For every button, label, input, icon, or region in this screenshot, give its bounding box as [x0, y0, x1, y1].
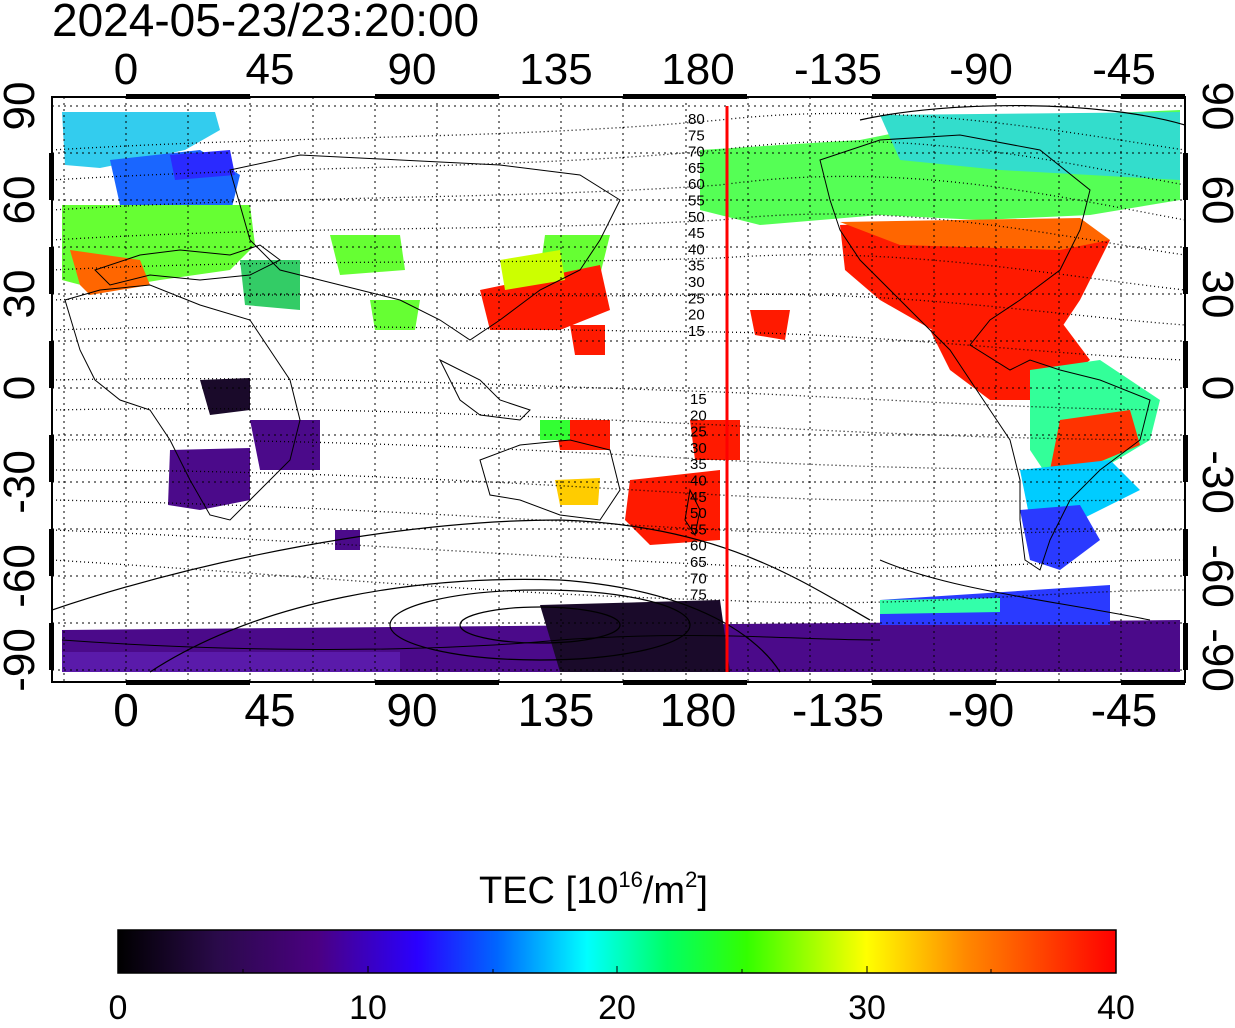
lon-label-bottom: -45: [1091, 684, 1157, 736]
lat-label-right: 30: [1193, 270, 1235, 319]
lon-label-bottom: 45: [244, 684, 295, 736]
contour-label: 35: [690, 456, 707, 473]
lat-label-left: -90: [0, 628, 44, 692]
contour-label: 30: [688, 274, 705, 291]
lon-label-bottom: -90: [948, 684, 1014, 736]
lon-label-bottom: 90: [386, 684, 437, 736]
lat-label-right: -30: [1193, 450, 1235, 514]
contour-label: 20: [690, 407, 707, 424]
longitude-labels-top: 0 45 90 135 180 -135 -90 -45: [114, 45, 1156, 94]
lat-label-right: 90: [1193, 82, 1235, 131]
colorbar-tick-label: 40: [1097, 989, 1135, 1027]
lat-label-right: -90: [1193, 628, 1235, 692]
colorbar-tick-label: 10: [349, 989, 387, 1027]
contour-label: 60: [688, 176, 705, 193]
colorbar-tick-label: 0: [108, 989, 128, 1027]
lon-label-bottom: -135: [792, 684, 884, 736]
contour-label: 55: [688, 193, 705, 210]
colorbar-gradient: [117, 929, 1117, 974]
lon-label-top: 135: [519, 45, 592, 94]
contour-label: 65: [690, 554, 707, 571]
contour-label: 50: [688, 209, 705, 226]
contour-label: 45: [690, 489, 707, 506]
contour-label: 80: [688, 111, 705, 128]
lat-label-left: 90: [0, 82, 44, 131]
lat-label-left: -60: [0, 544, 44, 608]
lat-label-left: 30: [0, 270, 44, 319]
lat-label-right: -60: [1193, 544, 1235, 608]
lat-label-left: 60: [0, 176, 44, 225]
contour-label: 25: [690, 424, 707, 441]
contour-label: 45: [688, 225, 705, 242]
contour-label: 70: [690, 570, 707, 587]
contour-label: 25: [688, 290, 705, 307]
longitude-labels-bottom: 0 45 90 135 180 -135 -90 -45: [113, 684, 1157, 736]
colorbar-title: TEC [1016/m2]: [479, 867, 708, 913]
contour-label: 40: [688, 241, 705, 258]
lon-label-top: 45: [246, 45, 295, 94]
timestamp-title: 2024-05-23/23:20:00: [52, 0, 480, 46]
contour-label: 30: [690, 440, 707, 457]
lon-label-top: 180: [661, 45, 734, 94]
magnetic-latitude-contours: [52, 112, 1185, 604]
latitude-labels-left: 90 60 30 0 -30 -60 -90: [0, 82, 44, 692]
lon-label-top: -45: [1092, 45, 1156, 94]
contour-label: 15: [688, 323, 705, 340]
frame-ticks: [49, 94, 1188, 685]
colorbar-tick-label: 30: [848, 989, 886, 1027]
colorbar-tick-label: 20: [598, 989, 636, 1027]
contour-label: 35: [688, 258, 705, 275]
lon-label-top: 90: [388, 45, 437, 94]
contour-label: 75: [688, 127, 705, 144]
lat-label-right: 0: [1193, 376, 1235, 400]
lon-label-bottom: 135: [518, 684, 595, 736]
graticule: [52, 97, 1185, 682]
contour-label: 60: [690, 538, 707, 555]
lat-label-right: 60: [1193, 176, 1235, 225]
lon-label-bottom: 0: [113, 684, 139, 736]
latitude-labels-right: 90 60 30 0 -30 -60 -90: [1193, 82, 1235, 692]
contour-label: 50: [690, 505, 707, 522]
contour-label: 75: [690, 587, 707, 604]
south-magnetic-pole-contours: [52, 104, 1185, 673]
contour-label: 40: [690, 473, 707, 490]
lat-label-left: 0: [0, 376, 44, 400]
lon-label-top: -135: [794, 45, 882, 94]
contour-label: 65: [688, 160, 705, 177]
lon-label-top: -90: [949, 45, 1013, 94]
contour-label: 20: [688, 307, 705, 324]
contour-label: 70: [688, 144, 705, 161]
contour-label: 15: [690, 391, 707, 408]
coastlines: [61, 134, 1151, 650]
contour-label: 55: [690, 521, 707, 538]
lat-label-left: -30: [0, 450, 44, 514]
lon-label-top: 0: [114, 45, 138, 94]
colorbar-ticks: [242, 966, 992, 973]
lon-label-bottom: 180: [660, 684, 737, 736]
